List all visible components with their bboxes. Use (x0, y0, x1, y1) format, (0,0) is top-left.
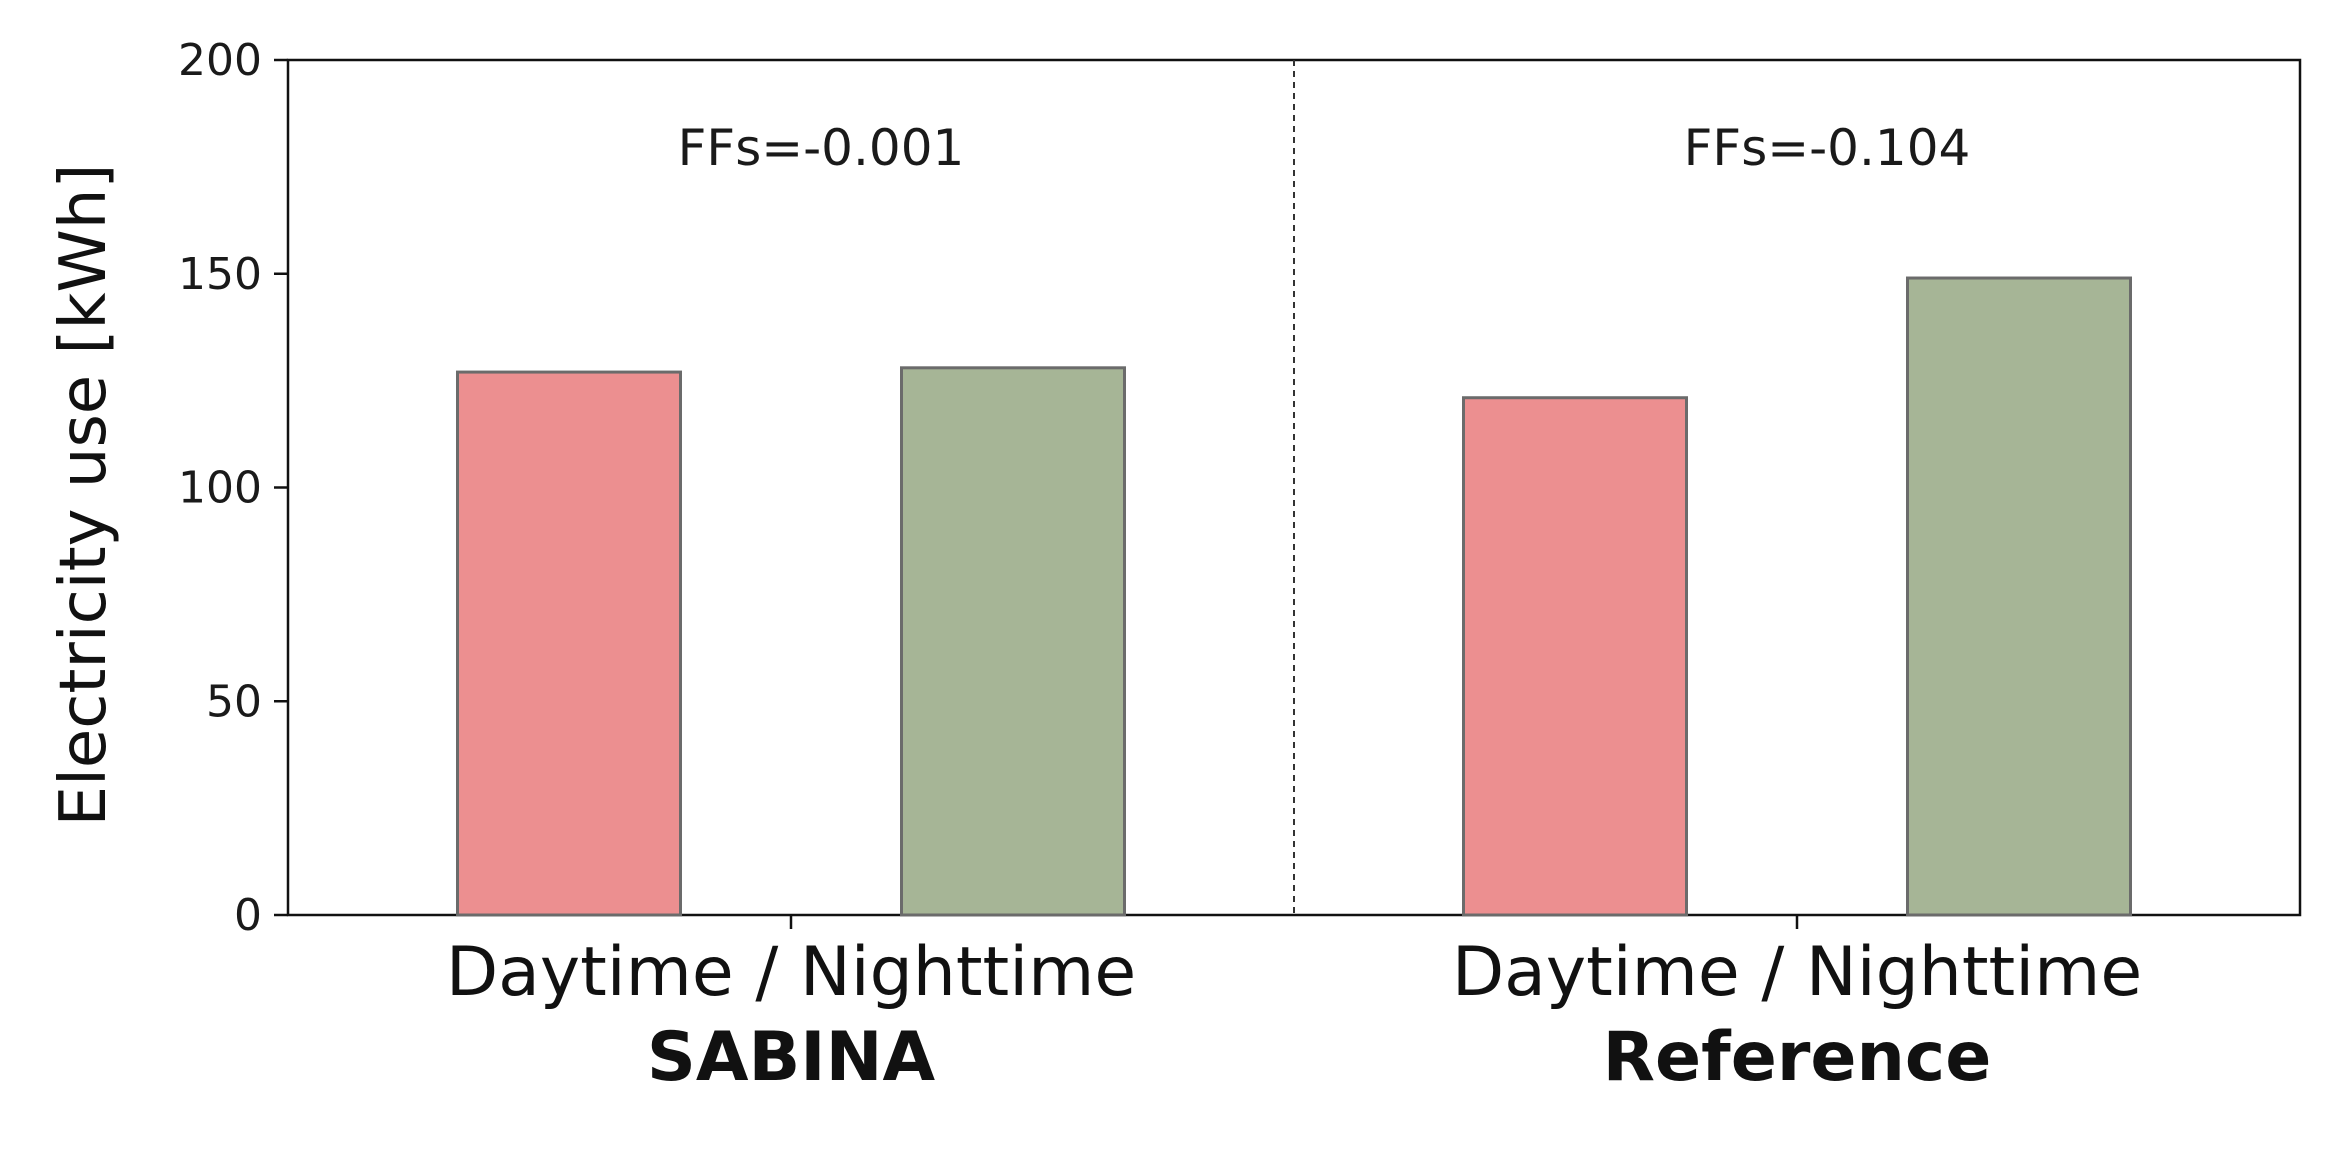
x-tick-label: Daytime / Nighttime (1452, 933, 2142, 1012)
y-tick-label: 150 (178, 249, 262, 300)
bar-sabina-nighttime (900, 366, 1126, 917)
ffs-annotation: FFs=-0.104 (1684, 119, 1971, 177)
y-tick-label: 50 (206, 676, 262, 727)
bar-sabina-daytime (456, 370, 682, 917)
ffs-annotation: FFs=-0.001 (678, 119, 965, 177)
bar-reference-daytime (1462, 396, 1688, 917)
y-axis-label: Electricity use [kWh] (47, 164, 121, 827)
group-label-sabina: SABINA (647, 1018, 936, 1097)
y-tick-label: 100 (178, 463, 262, 514)
y-tick-label: 0 (234, 890, 262, 941)
group-label-reference: Reference (1603, 1018, 1992, 1097)
bar-reference-nighttime (1906, 276, 2132, 917)
x-tick-label: Daytime / Nighttime (446, 933, 1136, 1012)
y-tick-label: 200 (178, 35, 262, 86)
